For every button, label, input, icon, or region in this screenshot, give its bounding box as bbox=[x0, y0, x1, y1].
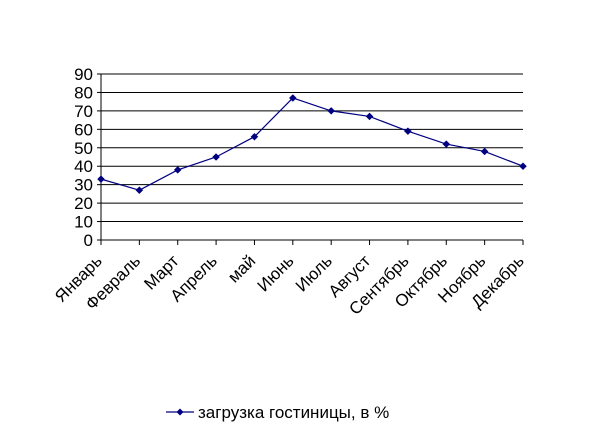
data-point bbox=[327, 107, 336, 115]
y-tick-label: 80 bbox=[74, 83, 93, 102]
data-point bbox=[250, 132, 259, 141]
legend-diamond-marker bbox=[176, 408, 184, 416]
y-tick-label: 30 bbox=[74, 176, 93, 195]
y-tick-label: 60 bbox=[74, 120, 93, 139]
data-point bbox=[97, 175, 105, 183]
data-point bbox=[173, 166, 182, 174]
legend: загрузка гостиницы, в % bbox=[166, 403, 389, 422]
data-point bbox=[442, 140, 451, 148]
legend-label: загрузка гостиницы, в % bbox=[198, 403, 389, 422]
series bbox=[97, 94, 527, 195]
y-tick-label: 40 bbox=[74, 157, 93, 176]
y-tick-label: 50 bbox=[74, 139, 93, 158]
y-tick-label: 90 bbox=[74, 65, 93, 84]
data-point bbox=[480, 147, 489, 156]
y-tick-label: 10 bbox=[74, 213, 93, 232]
axes bbox=[97, 73, 524, 245]
y-tick-label: 0 bbox=[84, 231, 93, 250]
data-point bbox=[288, 94, 297, 102]
y-tick-label: 20 bbox=[74, 194, 93, 213]
data-point bbox=[135, 186, 144, 195]
series-line bbox=[100, 97, 524, 191]
x-tick-label: Июнь bbox=[254, 251, 298, 295]
y-tick-label: 70 bbox=[74, 102, 93, 121]
data-point bbox=[212, 153, 220, 161]
data-point bbox=[519, 162, 527, 171]
gridlines bbox=[101, 73, 523, 223]
data-point bbox=[365, 112, 374, 121]
data-point bbox=[404, 127, 412, 136]
